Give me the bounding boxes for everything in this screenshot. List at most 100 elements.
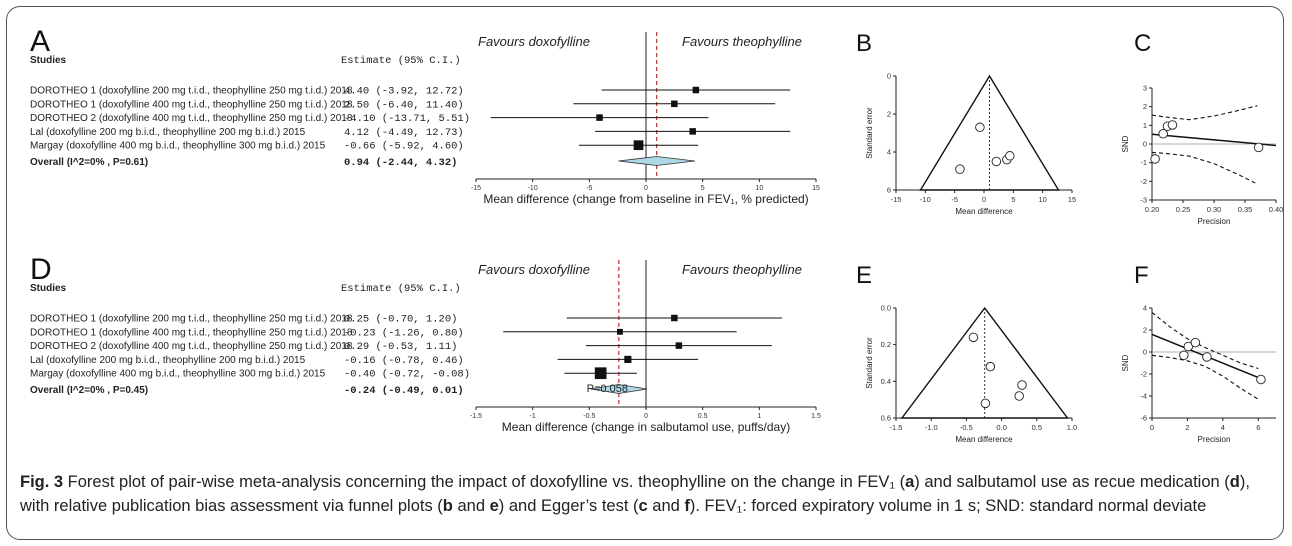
caption-text-part: and (647, 497, 685, 515)
x-tick-label: 0.30 (1207, 205, 1222, 214)
x-tick-label: 10 (1038, 195, 1046, 204)
overall-estimate-text: -0.24 (-0.49, 0.01) (344, 385, 464, 397)
x-tick-label: -1 (530, 413, 536, 420)
y-axis-label: Standard error (865, 337, 874, 389)
study-estimate-text: -0.66 (-5.92, 4.60) (344, 141, 464, 153)
x-tick-label: 0.0 (996, 423, 1006, 432)
study-point (1190, 337, 1201, 348)
y-axis-label: Standard error (865, 107, 874, 159)
y-tick-label: 2 (1143, 102, 1147, 111)
caption-bold-part: Fig. 3 (20, 473, 64, 491)
x-tick-label: 0.5 (1032, 423, 1042, 432)
x-axis-label: Mean difference (change from baseline in… (483, 192, 808, 206)
overall-label: Overall (I^2=0% , P=0.45) (30, 385, 148, 396)
overall-diamond (618, 156, 696, 166)
study-label: DOROTHEO 1 (doxofylline 200 mg t.i.d., t… (30, 314, 353, 325)
panel-letter: D (30, 253, 52, 286)
x-tick-label: -0.5 (960, 423, 973, 432)
study-estimate-text: 2.50 (-6.40, 11.40) (344, 99, 464, 111)
study-point (1150, 154, 1160, 164)
study-point (1253, 142, 1264, 153)
overall-estimate-text: 0.94 (-2.44, 4.32) (344, 157, 457, 169)
caption-text-part: ), with relative publication bias assess… (20, 473, 1250, 515)
x-tick-label: -0.5 (583, 413, 595, 420)
study-label: Margay (doxofylline 400 mg b.i.d., theop… (30, 369, 326, 380)
caption-bold-part: b (442, 497, 453, 515)
y-tick-label: 0 (1143, 140, 1147, 149)
funnel-plot-e: E -1.5 -1.0 -0.5 0.0 0.5 1.0 0.0 0.2 0.4 0.6 Mean d… (856, 262, 1077, 444)
study-point (1017, 380, 1027, 390)
study-estimate-square (596, 114, 603, 121)
x-tick-label: 5 (701, 185, 705, 192)
figure-frame (6, 6, 1284, 540)
egger-plot-f: F 0 2 4 6 -6 -4 -2 0 2 4 Precision SND (1121, 262, 1276, 444)
study-point (1014, 391, 1024, 401)
x-tick-label: -5 (586, 185, 592, 192)
study-estimate-square (671, 314, 678, 322)
x-tick-label: 0 (982, 195, 986, 204)
x-tick-label: 4 (1221, 423, 1225, 432)
study-estimate-square (671, 100, 678, 108)
study-point (1179, 350, 1189, 361)
study-estimate-text: 0.29 (-0.53, 1.11) (344, 341, 457, 353)
study-point (1167, 120, 1178, 130)
x-tick-label: -15 (471, 185, 481, 192)
study-label: Lal (doxofylline 200 mg b.i.d., theophyl… (30, 355, 306, 366)
x-tick-label: 1.0 (1067, 423, 1077, 432)
study-estimate-square (633, 140, 644, 151)
study-label: DOROTHEO 2 (doxofylline 400 mg t.i.d., t… (30, 113, 353, 124)
y-tick-label: 0.2 (881, 340, 891, 349)
favours-right-label: Favours theophylline (682, 34, 802, 49)
study-estimate-square (594, 367, 607, 380)
confidence-band-upper (1151, 105, 1258, 121)
x-tick-label: -1.5 (890, 423, 903, 432)
study-estimate-text: -0.40 (-0.72, -0.08) (344, 369, 470, 381)
study-point (1158, 128, 1168, 139)
study-point (985, 361, 996, 372)
study-estimate-square (624, 355, 632, 363)
x-tick-label: -10 (528, 185, 538, 192)
x-tick-label: -1.5 (470, 413, 482, 420)
x-tick-label: 0 (644, 413, 648, 420)
x-tick-label: -15 (891, 195, 902, 204)
y-tick-label: 0.4 (881, 377, 891, 386)
y-tick-label: 0.0 (881, 304, 891, 313)
x-tick-label: 0 (1150, 423, 1154, 432)
estimate-header: Estimate (95% C.I.) (341, 283, 461, 295)
y-axis-label: SND (1121, 354, 1130, 371)
estimate-header: Estimate (95% C.I.) (341, 55, 461, 67)
study-estimate-text: -0.16 (-0.78, 0.46) (344, 355, 464, 367)
study-point (991, 156, 1002, 167)
overall-diamond (590, 384, 648, 394)
study-label: DOROTHEO 1 (doxofylline 400 mg t.i.d., t… (30, 327, 353, 338)
egger-plot-c: C 0.20 0.25 0.30 0.35 0.40 -3 -2 -1 0 1 2 3 Precision… (1121, 30, 1283, 226)
y-tick-label: 2 (887, 110, 891, 119)
x-axis-label: Precision (1198, 217, 1231, 226)
studies-header: Studies (30, 283, 67, 294)
favours-left-label: Favours doxofylline (478, 262, 590, 277)
x-axis-label: Mean difference (change in salbutamol us… (502, 420, 790, 434)
study-estimate-square (617, 328, 623, 335)
x-tick-label: 1.5 (811, 413, 821, 420)
y-tick-label: 3 (1143, 84, 1147, 93)
panel-letter: A (30, 25, 50, 58)
overall-label: Overall (I^2=0% , P=0.61) (30, 157, 148, 168)
caption-text-part: and (452, 497, 490, 515)
x-tick-label: 10 (755, 185, 763, 192)
study-point (1202, 352, 1212, 362)
study-estimate-square (689, 128, 696, 135)
x-tick-label: 0.5 (698, 413, 708, 420)
caption-bold-part: a (905, 473, 915, 491)
favours-left-label: Favours doxofylline (478, 34, 590, 49)
study-estimate-text: 4.12 (-4.49, 12.73) (344, 127, 464, 139)
study-label: Lal (doxofylline 200 mg b.i.d., theophyl… (30, 127, 306, 138)
study-estimate-square (675, 342, 683, 349)
y-tick-label: 6 (887, 186, 891, 195)
x-tick-label: -1.0 (925, 423, 938, 432)
y-tick-label: 2 (1143, 326, 1147, 335)
x-tick-label: 5 (1011, 195, 1015, 204)
regression-line (1151, 133, 1277, 147)
studies-header: Studies (30, 55, 67, 66)
study-label: DOROTHEO 1 (doxofylline 200 mg t.i.d., t… (30, 86, 353, 97)
